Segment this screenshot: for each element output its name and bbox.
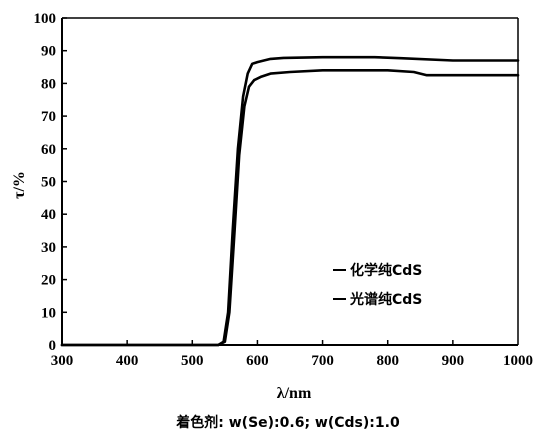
y-tick-label: 50 [41, 175, 56, 191]
y-tick-label: 80 [41, 76, 56, 92]
y-axis-ticks: 0 10 20 30 40 50 60 70 80 90 100 [34, 11, 67, 354]
legend-label-series-1: 化学纯CdS [350, 262, 422, 279]
y-tick-label: 0 [49, 338, 57, 354]
legend: 化学纯CdS 光谱纯CdS [333, 262, 422, 308]
y-tick-label: 60 [41, 142, 56, 158]
y-tick-label: 100 [34, 11, 57, 27]
y-tick-label: 70 [41, 109, 56, 125]
series-line-2 [60, 69, 520, 347]
x-tick-label: 800 [376, 353, 399, 369]
y-tick-label: 10 [41, 305, 56, 321]
x-tick-label: 1000 [503, 353, 533, 369]
series-layer [60, 55, 520, 347]
y-tick-label: 20 [41, 273, 56, 289]
x-tick-label: 300 [51, 353, 74, 369]
legend-label-series-2: 光谱纯CdS [349, 291, 422, 308]
x-tick-label: 700 [311, 353, 334, 369]
x-axis-label: λ/nm [277, 385, 312, 402]
x-tick-label: 600 [246, 353, 269, 369]
series-line-1 [60, 55, 520, 347]
y-tick-label: 90 [41, 44, 56, 60]
x-tick-label: 500 [181, 353, 204, 369]
y-tick-label: 30 [41, 240, 56, 256]
x-axis-ticks: 300 400 500 600 700 800 900 1000 [51, 340, 533, 369]
x-tick-label: 900 [442, 353, 465, 369]
x-tick-label: 400 [116, 353, 139, 369]
chart-caption: 着色剂: w(Se):0.6; w(Cds):1.0 [175, 414, 400, 431]
y-axis-label: τ/% [11, 171, 28, 199]
y-tick-label: 40 [41, 207, 56, 223]
